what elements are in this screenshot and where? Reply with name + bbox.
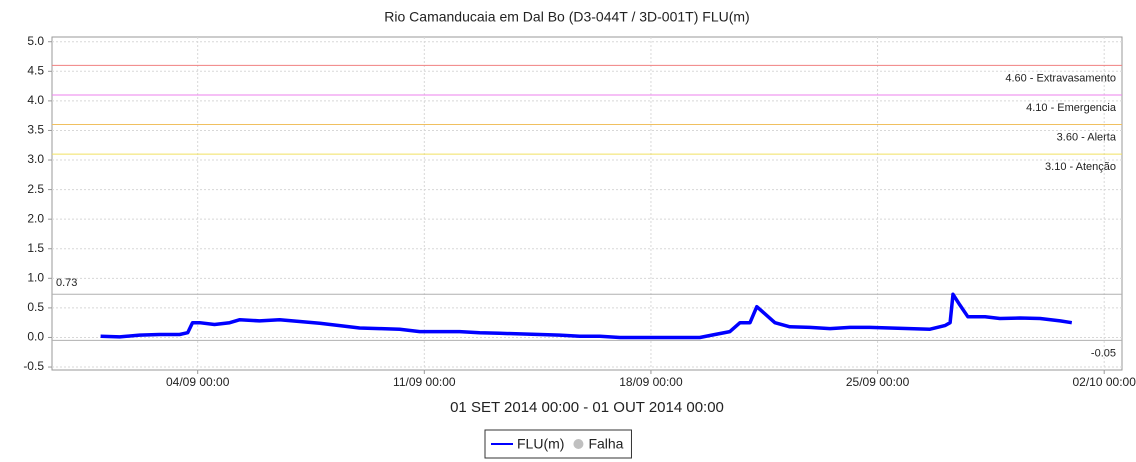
y-tick-label: 1.0 — [27, 270, 44, 284]
y-tick-label: 2.5 — [27, 182, 44, 196]
threshold-label: 4.60 - Extravasamento — [1005, 72, 1116, 84]
legend-label: Falha — [588, 436, 623, 452]
y-tick-label: 2.0 — [27, 211, 44, 225]
x-tick-label: 02/10 00:00 — [1072, 375, 1136, 389]
x-tick-label: 11/09 00:00 — [393, 375, 456, 389]
min-label: -0.05 — [1091, 347, 1116, 359]
max-label: 0.73 — [56, 277, 77, 289]
y-tick-label: 3.0 — [27, 152, 44, 166]
y-tick-label: 4.0 — [27, 93, 44, 107]
y-tick-label: -0.5 — [23, 359, 44, 373]
y-tick-label: 5.0 — [27, 34, 44, 48]
x-axis-label: 01 SET 2014 00:00 - 01 OUT 2014 00:00 — [450, 399, 724, 416]
y-tick-label: 0.5 — [27, 300, 44, 314]
plot-area — [51, 36, 1123, 371]
y-tick-label: 1.5 — [27, 241, 44, 255]
y-tick-label: 0.0 — [27, 330, 44, 344]
x-tick-label: 25/09 00:00 — [846, 375, 910, 389]
x-tick-label: 04/09 00:00 — [166, 375, 230, 389]
threshold-label: 3.10 - Atenção — [1045, 161, 1116, 173]
threshold-label: 3.60 - Alerta — [1057, 131, 1117, 143]
threshold-label: 4.10 - Emergencia — [1026, 102, 1117, 114]
legend-label: FLU(m) — [517, 436, 564, 452]
y-tick-label: 3.5 — [27, 123, 44, 137]
legend-swatch — [573, 439, 584, 449]
x-tick-label: 18/09 00:00 — [619, 375, 683, 389]
y-tick-label: 4.5 — [27, 63, 44, 77]
chart-title: Rio Camanducaia em Dal Bo (D3-044T / 3D-… — [384, 9, 749, 25]
data-line — [100, 292, 1073, 340]
